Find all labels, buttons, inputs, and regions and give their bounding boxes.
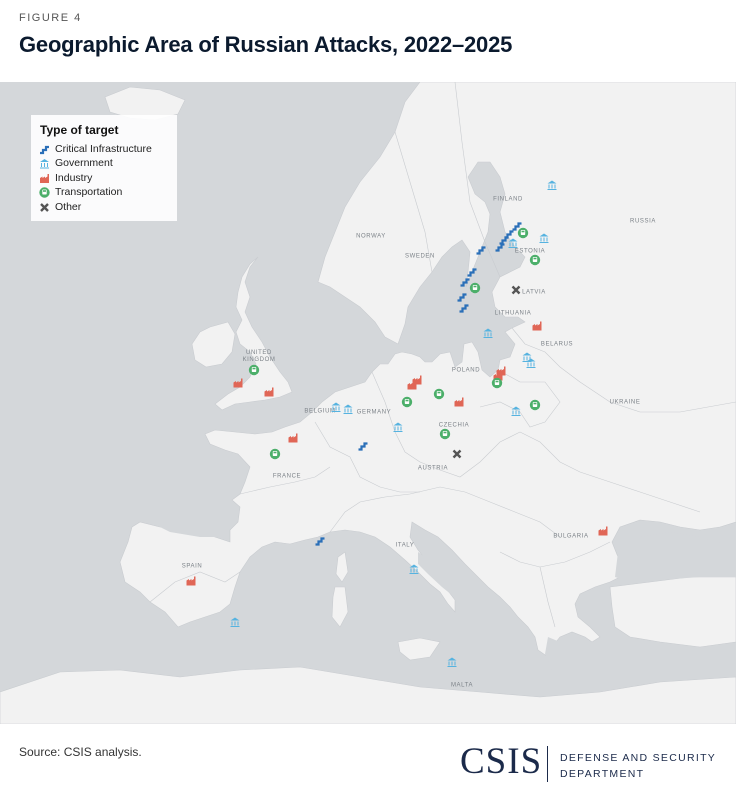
- factory-icon[interactable]: [496, 366, 507, 377]
- pipe-icon[interactable]: [476, 245, 487, 256]
- pipe-icon[interactable]: [460, 277, 471, 288]
- legend: Type of target Critical Infrastructure G…: [31, 115, 177, 221]
- label-malta: MALTA: [450, 682, 474, 689]
- government-building-icon[interactable]: [539, 233, 550, 244]
- legend-item-government: Government: [39, 156, 113, 170]
- train-icon[interactable]: [491, 377, 503, 389]
- factory-icon[interactable]: [233, 378, 244, 389]
- department-line-2: DEPARTMENT: [560, 768, 645, 780]
- department-line-1: DEFENSE AND SECURITY: [560, 752, 717, 764]
- x-mark-icon[interactable]: [452, 449, 463, 460]
- train-icon[interactable]: [469, 282, 481, 294]
- map[interactable]: FINLAND RUSSIA NORWAY SWEDEN ESTONIA LAT…: [0, 82, 736, 724]
- legend-label: Industry: [55, 172, 93, 184]
- government-building-icon: [40, 158, 49, 168]
- legend-item-transportation: Transportation: [39, 185, 122, 199]
- legend-label: Other: [55, 201, 82, 213]
- legend-item-industry: Industry: [39, 171, 92, 185]
- government-building-icon[interactable]: [547, 180, 558, 191]
- label-austria: AUSTRIA: [417, 465, 449, 472]
- label-spain: SPAIN: [181, 563, 203, 570]
- government-building-icon[interactable]: [508, 238, 519, 249]
- government-building-icon[interactable]: [393, 422, 404, 433]
- label-ukraine: UKRAINE: [609, 399, 641, 406]
- government-building-icon[interactable]: [522, 352, 533, 363]
- chart-title: Geographic Area of Russian Attacks, 2022…: [19, 32, 513, 57]
- government-building-icon[interactable]: [409, 564, 420, 575]
- train-icon: [39, 186, 50, 198]
- label-estonia: ESTONIA: [514, 248, 546, 255]
- legend-label: Critical Infrastructure: [55, 143, 152, 155]
- source-note: Source: CSIS analysis.: [19, 745, 142, 759]
- legend-item-critical-infrastructure: Critical Infrastructure: [39, 142, 152, 156]
- legend-title: Type of target: [40, 123, 119, 137]
- x-mark-icon[interactable]: [511, 285, 522, 296]
- government-building-icon[interactable]: [447, 657, 458, 668]
- factory-icon[interactable]: [454, 397, 465, 408]
- pipe-icon[interactable]: [459, 303, 470, 314]
- label-belgium: BELGIUM: [304, 408, 336, 415]
- factory-icon[interactable]: [186, 576, 197, 587]
- government-building-icon[interactable]: [526, 358, 537, 369]
- factory-icon[interactable]: [264, 387, 275, 398]
- government-building-icon[interactable]: [343, 404, 354, 415]
- train-icon[interactable]: [269, 448, 281, 460]
- department-name: DEFENSE AND SECURITY DEPARTMENT: [560, 750, 716, 782]
- train-icon[interactable]: [248, 364, 260, 376]
- map-base: [0, 82, 736, 724]
- factory-icon: [40, 173, 49, 183]
- label-russia: RUSSIA: [630, 218, 656, 225]
- pipe-icon[interactable]: [315, 536, 326, 547]
- train-icon[interactable]: [529, 399, 541, 411]
- train-icon[interactable]: [433, 388, 445, 400]
- label-czechia: CZECHIA: [438, 422, 470, 429]
- factory-icon[interactable]: [288, 433, 299, 444]
- logo-divider: [547, 746, 548, 782]
- label-italy: ITALY: [395, 542, 415, 549]
- government-building-icon[interactable]: [511, 406, 522, 417]
- factory-icon[interactable]: [598, 526, 609, 537]
- csis-logo: CSIS: [460, 741, 543, 782]
- government-building-icon[interactable]: [230, 617, 241, 628]
- label-finland: FINLAND: [493, 196, 523, 203]
- pipe-icon[interactable]: [358, 441, 369, 452]
- x-mark-icon: [40, 202, 49, 212]
- government-building-icon[interactable]: [483, 328, 494, 339]
- legend-label: Transportation: [55, 186, 123, 198]
- factory-icon[interactable]: [532, 321, 543, 332]
- label-sweden: SWEDEN: [405, 253, 435, 260]
- label-united-kingdom: UNITED KINGDOM: [242, 350, 276, 363]
- label-poland: POLAND: [451, 367, 481, 374]
- label-bulgaria: BULGARIA: [553, 533, 589, 540]
- label-norway: NORWAY: [356, 233, 386, 240]
- legend-item-other: Other: [39, 200, 81, 214]
- factory-icon[interactable]: [407, 380, 418, 391]
- pipe-icon: [40, 145, 49, 154]
- label-latvia: LATVIA: [522, 289, 546, 296]
- government-building-icon[interactable]: [331, 402, 342, 413]
- train-icon[interactable]: [439, 428, 451, 440]
- legend-label: Government: [55, 157, 113, 169]
- pipe-icon[interactable]: [512, 221, 523, 232]
- pipe-icon[interactable]: [495, 242, 506, 253]
- label-germany: GERMANY: [356, 409, 392, 416]
- pipe-icon[interactable]: [457, 292, 468, 303]
- label-belarus: BELARUS: [540, 341, 574, 348]
- train-icon[interactable]: [401, 396, 413, 408]
- pipe-icon[interactable]: [467, 267, 478, 278]
- factory-icon[interactable]: [412, 375, 423, 386]
- label-france: FRANCE: [272, 473, 302, 480]
- train-icon[interactable]: [517, 227, 529, 239]
- figure-label: FIGURE 4: [19, 12, 82, 24]
- train-icon[interactable]: [529, 254, 541, 266]
- label-lithuania: LITHUANIA: [494, 310, 532, 317]
